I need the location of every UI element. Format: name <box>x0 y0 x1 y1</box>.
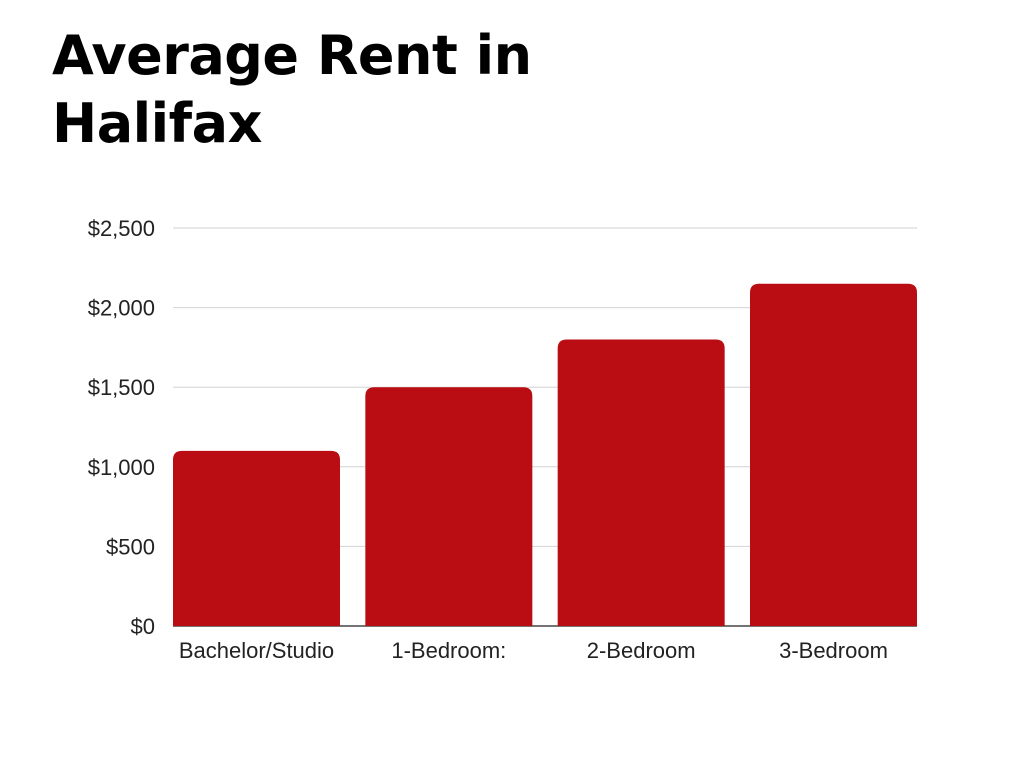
x-axis-category-labels: Bachelor/Studio 1-Bedroom: 2-Bedroom 3-Bedr… <box>179 638 888 663</box>
y-tick-label: $1,500 <box>88 375 155 400</box>
bars <box>173 283 917 626</box>
x-category-label: 2-Bedroom <box>587 638 696 663</box>
chart-title: Average Rent in Halifax <box>52 24 532 155</box>
bar <box>173 450 340 626</box>
bar <box>365 387 533 626</box>
y-axis-tick-labels: $0 $500 $1,000 $1,500 $2,000 $2,500 <box>88 216 155 639</box>
y-tick-label: $2,000 <box>88 296 155 321</box>
x-category-label: 3-Bedroom <box>779 638 888 663</box>
x-category-label: 1-Bedroom: <box>391 638 506 663</box>
bar <box>557 339 725 626</box>
y-tick-label: $2,500 <box>88 216 155 241</box>
bar <box>750 283 917 626</box>
x-category-label: Bachelor/Studio <box>179 638 334 663</box>
y-tick-label: $500 <box>106 534 155 559</box>
y-tick-label: $1,000 <box>88 455 155 480</box>
y-tick-label: $0 <box>131 614 155 639</box>
